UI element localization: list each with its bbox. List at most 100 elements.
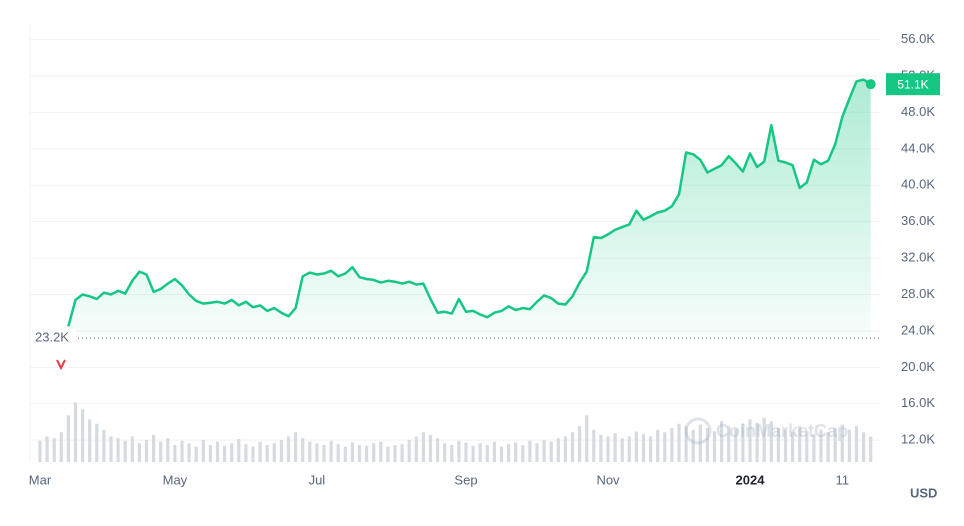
volume-bar bbox=[428, 434, 433, 462]
volume-bar bbox=[95, 423, 99, 462]
volume-bar bbox=[88, 419, 92, 462]
volume-bar bbox=[776, 428, 780, 462]
volume-bar bbox=[627, 436, 631, 462]
volume-bar bbox=[201, 439, 205, 462]
volume-bar bbox=[315, 443, 319, 462]
volume-bar bbox=[130, 436, 134, 462]
volume-bar bbox=[734, 428, 738, 462]
volume-bar bbox=[308, 441, 312, 462]
volume-bar bbox=[464, 442, 468, 462]
volume-bar bbox=[869, 436, 873, 462]
volume-bar bbox=[407, 439, 411, 462]
volume-bar bbox=[599, 434, 603, 462]
volume-bar bbox=[59, 432, 63, 462]
volume-bar bbox=[606, 436, 610, 462]
volume-bar bbox=[272, 443, 276, 462]
volume-bar bbox=[194, 446, 198, 462]
volume-bar bbox=[329, 440, 333, 462]
y-tick-label: 44.0K bbox=[901, 140, 935, 155]
volume-bar bbox=[769, 421, 773, 462]
volume-bar bbox=[258, 441, 262, 462]
volume-bar bbox=[45, 436, 49, 462]
current-label: 51.1K bbox=[897, 77, 928, 91]
volume-bar bbox=[166, 438, 170, 462]
volume-bar bbox=[336, 444, 340, 462]
start-icon bbox=[56, 359, 66, 371]
volume-bar bbox=[798, 426, 802, 462]
volume-bar bbox=[478, 443, 482, 462]
volume-bar bbox=[507, 444, 511, 462]
volume-bar bbox=[783, 429, 788, 462]
volume-bar bbox=[663, 432, 667, 462]
volume-bar bbox=[592, 429, 596, 462]
volume-bar bbox=[791, 432, 795, 462]
volume-bar bbox=[152, 434, 156, 462]
last-point bbox=[865, 79, 876, 90]
volume-bar bbox=[471, 445, 475, 462]
volume-bar bbox=[705, 428, 709, 462]
volume-bar bbox=[854, 426, 859, 462]
volume-bar bbox=[528, 440, 532, 462]
watermark-logo bbox=[684, 417, 712, 445]
volume-bar bbox=[585, 415, 589, 462]
volume-bar bbox=[265, 445, 269, 462]
volume-bar bbox=[251, 446, 255, 462]
volume-bar bbox=[684, 426, 688, 462]
start-label-bg bbox=[30, 329, 76, 346]
volume-bar bbox=[237, 439, 241, 462]
volume-bar bbox=[727, 426, 731, 462]
x-tick-label: Mar bbox=[29, 472, 52, 487]
volume-bar bbox=[173, 445, 177, 462]
volume-bar bbox=[159, 441, 163, 462]
watermark-text: CoinMarketCap bbox=[716, 421, 848, 441]
volume-bar bbox=[847, 429, 851, 462]
volume-bar bbox=[649, 436, 653, 462]
volume-bar bbox=[613, 433, 617, 462]
volume-bar bbox=[492, 441, 496, 462]
volume-bar bbox=[322, 445, 326, 462]
volume-bar bbox=[805, 431, 809, 462]
volume-bar bbox=[634, 431, 638, 462]
volume-bar bbox=[286, 436, 291, 462]
volume-bar bbox=[230, 443, 234, 462]
volume-bar bbox=[73, 402, 78, 462]
volume-bar bbox=[812, 433, 816, 462]
volume-bar bbox=[535, 443, 539, 462]
volume-bar bbox=[350, 442, 354, 462]
y-tick-label: 16.0K bbox=[901, 395, 935, 410]
y-tick-label: 32.0K bbox=[901, 250, 935, 265]
volume-bar bbox=[180, 440, 184, 462]
y-tick-label: 12.0K bbox=[901, 432, 935, 447]
volume-bar bbox=[379, 441, 383, 462]
y-axis-label: USD bbox=[910, 485, 937, 500]
volume-bar bbox=[521, 445, 525, 462]
volume-bar bbox=[443, 443, 447, 462]
volume-bar bbox=[109, 436, 113, 462]
volume-bar bbox=[123, 440, 127, 462]
volume-bar bbox=[102, 429, 106, 462]
volume-bar bbox=[514, 442, 518, 462]
watermark-group: CoinMarketCap bbox=[684, 417, 848, 445]
volume-bar bbox=[762, 417, 766, 462]
volume-bar bbox=[556, 438, 560, 462]
volume-bar bbox=[393, 445, 397, 462]
volume-bar bbox=[670, 428, 674, 462]
volume-bar bbox=[563, 436, 567, 462]
volume-bar bbox=[187, 443, 191, 462]
volume-bar bbox=[499, 446, 504, 462]
y-tick-label: 48.0K bbox=[901, 104, 935, 119]
volume-bar bbox=[52, 438, 56, 462]
volume-bar bbox=[720, 421, 724, 462]
x-tick-label: Sep bbox=[454, 472, 477, 487]
volume-bar bbox=[137, 443, 141, 462]
volume-bar bbox=[436, 438, 440, 462]
volume-bar bbox=[819, 429, 823, 462]
volume-bar bbox=[357, 445, 362, 462]
volume-bar bbox=[38, 440, 42, 462]
y-tick-label: 28.0K bbox=[901, 286, 935, 301]
volume-bar bbox=[691, 429, 695, 462]
volume-bar bbox=[620, 438, 624, 462]
y-tick-label: 36.0K bbox=[901, 213, 935, 228]
x-tick-label: Jul bbox=[309, 472, 326, 487]
